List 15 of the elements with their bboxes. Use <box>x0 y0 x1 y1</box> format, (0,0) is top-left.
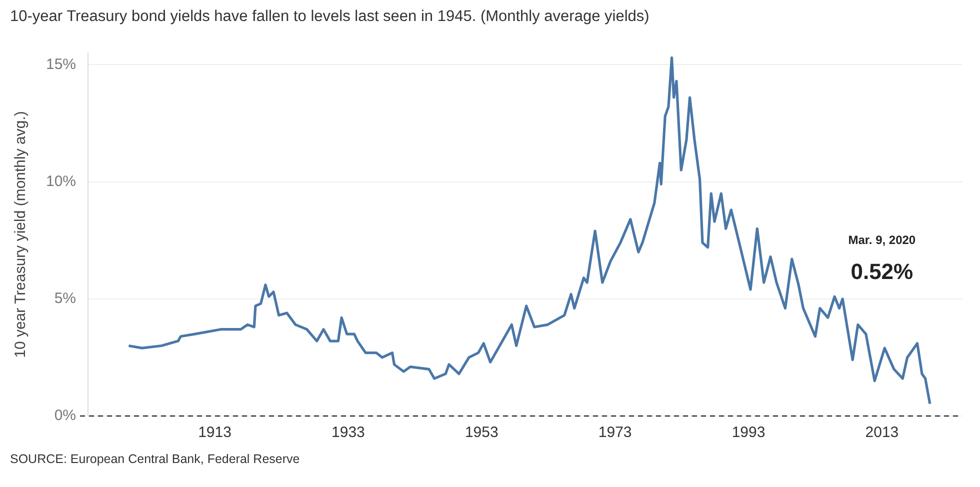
y-tick-label: 10% <box>46 172 76 190</box>
x-tick-label: 1993 <box>732 424 766 442</box>
y-tick-label: 5% <box>54 290 76 308</box>
x-tick-label: 1913 <box>198 424 232 442</box>
x-tick-label: 1973 <box>598 424 632 442</box>
x-tick-label: 1933 <box>332 424 365 442</box>
x-tick-label: 2013 <box>865 424 899 442</box>
y-tick-label: 15% <box>46 56 76 73</box>
annotation: Mar. 9, 2020 <box>848 232 916 247</box>
x-tick-label: 1953 <box>464 424 498 442</box>
chart-title: 10-year Treasury bond yields have fallen to levels last seen in 1945. (Monthly average yields) <box>9 8 650 27</box>
y-axis-title: 10 year Treasury yield (monthly avg.) <box>12 111 30 358</box>
y-tick-label: 0% <box>54 407 76 424</box>
source-note: SOURCE: European Central Bank, Federal Reserve <box>9 451 301 466</box>
annotation: 0.52% <box>850 258 914 284</box>
